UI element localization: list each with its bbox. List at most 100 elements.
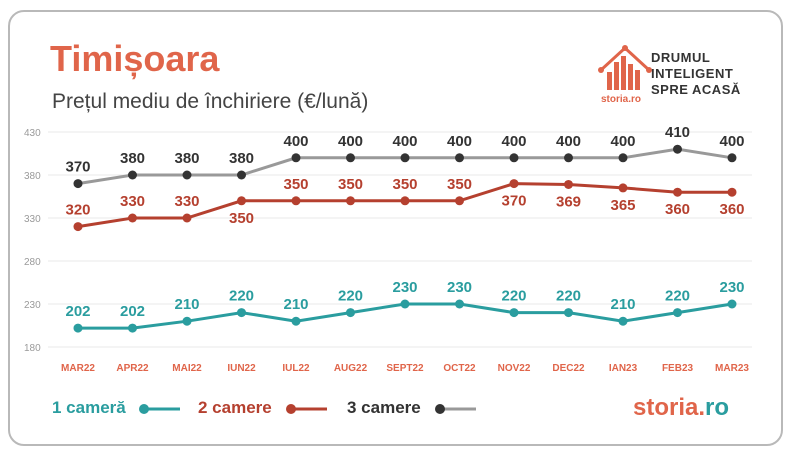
x-tick-label: IUN22 xyxy=(227,363,256,374)
x-tick-label: APR22 xyxy=(116,363,149,374)
data-point xyxy=(237,196,246,206)
data-label: 230 xyxy=(447,279,472,296)
legend-label-3: 3 camere xyxy=(347,398,421,417)
data-point xyxy=(400,153,410,163)
data-label: 400 xyxy=(447,133,472,150)
x-tick-label: MAR23 xyxy=(715,363,749,374)
data-label: 202 xyxy=(120,303,145,320)
legend-label-1: 1 cameră xyxy=(52,398,126,417)
data-point xyxy=(128,323,137,333)
data-label: 400 xyxy=(338,133,363,150)
data-label: 400 xyxy=(501,133,526,150)
data-point xyxy=(73,323,83,333)
data-label: 400 xyxy=(556,133,581,150)
data-label: 369 xyxy=(556,193,581,210)
x-tick-label: OCT22 xyxy=(443,363,476,374)
data-label: 320 xyxy=(65,202,90,219)
data-point xyxy=(182,213,192,223)
data-point xyxy=(346,153,355,163)
data-label: 350 xyxy=(392,176,417,193)
data-point xyxy=(128,213,137,223)
data-label: 210 xyxy=(174,296,199,313)
data-point xyxy=(182,316,192,326)
y-tick-label: 280 xyxy=(24,257,41,268)
data-label: 380 xyxy=(174,150,199,167)
data-label: 400 xyxy=(610,133,635,150)
data-point xyxy=(455,299,464,309)
data-label: 210 xyxy=(283,296,308,313)
data-point xyxy=(509,308,519,318)
data-point xyxy=(237,308,246,318)
data-point xyxy=(673,144,682,154)
data-label: 370 xyxy=(501,193,526,210)
x-tick-label: IUL22 xyxy=(282,363,310,374)
data-label: 380 xyxy=(120,150,145,167)
x-tick-label: SEPT22 xyxy=(386,363,424,374)
brand-tagline-1: DRUMUL xyxy=(651,50,711,65)
y-tick-label: 380 xyxy=(24,171,41,182)
brand-tagline-3: SPRE ACASĂ xyxy=(651,82,741,97)
data-label: 410 xyxy=(665,124,690,141)
data-point xyxy=(509,153,519,163)
data-point xyxy=(400,299,410,309)
data-point xyxy=(182,170,192,180)
data-point xyxy=(291,316,301,326)
data-label: 330 xyxy=(174,193,199,210)
x-tick-label: FEB23 xyxy=(662,363,694,374)
data-label: 365 xyxy=(610,197,635,214)
data-point xyxy=(618,183,628,193)
data-label: 400 xyxy=(719,133,744,150)
data-label: 220 xyxy=(501,288,526,305)
x-tick-label: AUG22 xyxy=(334,363,368,374)
data-label: 330 xyxy=(120,193,145,210)
data-point xyxy=(673,187,682,197)
data-label: 350 xyxy=(229,210,254,227)
data-point xyxy=(618,316,628,326)
data-point xyxy=(291,196,301,206)
legend-swatch-dot xyxy=(435,404,445,414)
x-tick-label: MAR22 xyxy=(61,363,95,374)
data-label: 220 xyxy=(338,288,363,305)
data-label: 360 xyxy=(719,201,744,218)
y-tick-label: 230 xyxy=(24,300,41,311)
data-point xyxy=(291,153,301,163)
data-point xyxy=(564,153,573,163)
y-tick-label: 430 xyxy=(24,128,41,139)
x-tick-label: IAN23 xyxy=(609,363,638,374)
house-bars-icon xyxy=(598,45,652,90)
brand-badge: DRUMUL INTELIGENT SPRE ACASĂ storia.ro xyxy=(595,42,765,112)
data-point xyxy=(509,179,519,189)
data-label: 220 xyxy=(556,288,581,305)
data-label: 380 xyxy=(229,150,254,167)
x-tick-label: DEC22 xyxy=(552,363,585,374)
data-label: 230 xyxy=(392,279,417,296)
data-label: 400 xyxy=(283,133,308,150)
data-point xyxy=(73,222,83,232)
data-point xyxy=(727,153,737,163)
y-tick-label: 180 xyxy=(24,343,41,354)
legend-label-2: 2 camere xyxy=(198,398,272,417)
chart-subtitle: Prețul mediu de închiriere (€/lună) xyxy=(52,90,369,113)
chart-title: Timișoara xyxy=(50,38,220,79)
logo-tld: ro xyxy=(705,394,730,421)
chart-card xyxy=(8,10,783,446)
data-point xyxy=(346,308,355,318)
data-label: 220 xyxy=(229,288,254,305)
brand-tagline-2: INTELIGENT xyxy=(651,66,734,81)
y-tick-label: 330 xyxy=(24,214,41,225)
data-point xyxy=(455,153,464,163)
x-tick-label: NOV22 xyxy=(498,363,531,374)
data-point xyxy=(727,187,737,197)
data-label: 220 xyxy=(665,288,690,305)
data-label: 202 xyxy=(65,303,90,320)
data-point xyxy=(564,308,573,318)
data-label: 350 xyxy=(283,176,308,193)
data-point xyxy=(455,196,464,206)
x-tick-label: MAI22 xyxy=(172,363,202,374)
data-label: 350 xyxy=(338,176,363,193)
data-point xyxy=(237,170,246,180)
data-point xyxy=(673,308,682,318)
data-label: 360 xyxy=(665,201,690,218)
data-point xyxy=(128,170,137,180)
